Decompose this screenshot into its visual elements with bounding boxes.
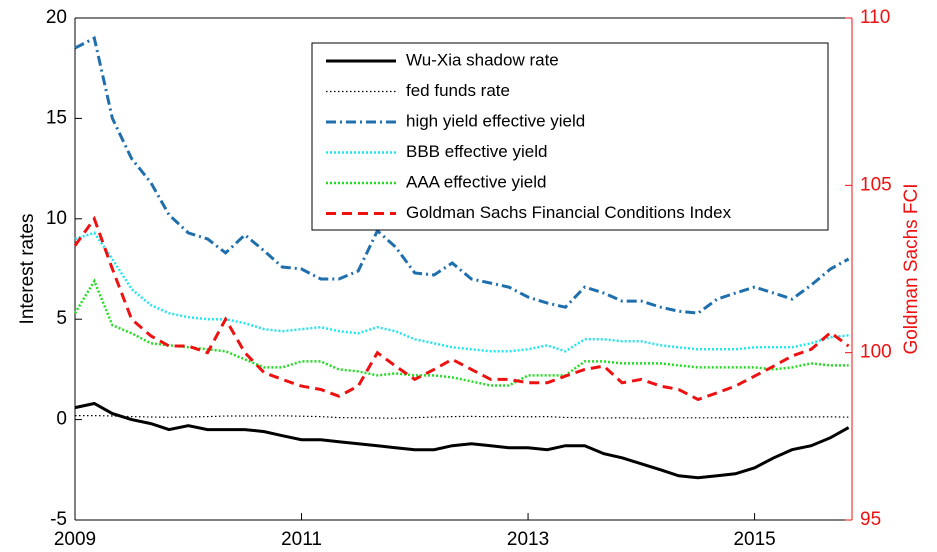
y-tick-label: 10 bbox=[46, 208, 67, 229]
y2-axis-label: Goldman Sachs FCI bbox=[901, 183, 922, 354]
series-line bbox=[74, 231, 849, 353]
y-tick-label: 0 bbox=[56, 409, 67, 430]
series-line bbox=[74, 401, 850, 480]
x-tick-label: 2013 bbox=[507, 529, 549, 550]
y-tick-label: 15 bbox=[46, 107, 67, 128]
legend-box bbox=[311, 42, 829, 231]
x-tick-label: 2011 bbox=[281, 529, 322, 550]
y2-tick-label: 110 bbox=[860, 7, 890, 28]
legend-label: Goldman Sachs Financial Conditions Index bbox=[406, 203, 732, 222]
y-tick-label: 20 bbox=[46, 7, 67, 28]
legend-label: Wu-Xia shadow rate bbox=[406, 50, 559, 69]
legend-label: high yield effective yield bbox=[406, 111, 585, 130]
y2-tick-label: 100 bbox=[860, 342, 892, 363]
y-tick-label: 5 bbox=[56, 308, 67, 329]
legend-label: AAA effective yield bbox=[406, 172, 547, 191]
y2-tick-label: 95 bbox=[860, 509, 881, 530]
legend: Wu-Xia shadow rate fed funds rate high yie… bbox=[311, 42, 829, 231]
series-line bbox=[75, 415, 849, 419]
y2-tick-label: 105 bbox=[860, 174, 892, 195]
x-tick-label: 2015 bbox=[733, 529, 775, 550]
y-tick-label: -5 bbox=[50, 509, 67, 530]
series-line bbox=[73, 278, 849, 387]
y-axis-label: Interest rates bbox=[17, 214, 38, 325]
legend-label: BBB effective yield bbox=[406, 142, 547, 161]
series-line bbox=[73, 215, 850, 402]
x-tick-label: 2009 bbox=[54, 529, 96, 550]
legend-label: fed funds rate bbox=[406, 81, 510, 100]
